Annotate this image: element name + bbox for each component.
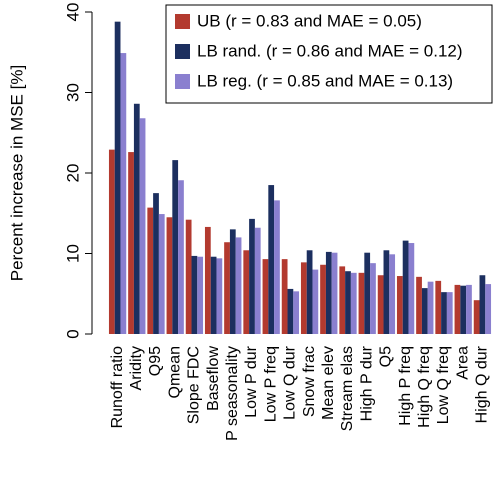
bar [249, 218, 255, 334]
x-tick-label: Low P dur [243, 345, 260, 417]
bar [383, 250, 390, 334]
x-tick-label: Baseflow [205, 346, 222, 411]
bar [460, 285, 467, 334]
bar [416, 276, 422, 334]
x-tick-label: Qmean [166, 346, 183, 398]
bar [479, 275, 486, 334]
bar [331, 252, 338, 334]
bar [408, 243, 415, 334]
x-tick-label: Runoff ratio [109, 346, 126, 429]
x-tick-label: Low P freq [262, 346, 279, 422]
bar [312, 269, 319, 334]
x-tick-label: Stream elas [339, 346, 356, 431]
x-tick-label: Snow frac [301, 346, 318, 417]
bar [191, 255, 198, 334]
legend-label: UB (r = 0.83 and MAE = 0.05) [197, 11, 422, 30]
bar [224, 242, 230, 334]
bar [325, 251, 332, 334]
x-tick-label: High Q dur [474, 345, 491, 423]
x-tick-label: High P dur [358, 345, 375, 421]
legend-label: LB reg. (r = 0.85 and MAE = 0.13) [197, 71, 453, 90]
bar [306, 250, 313, 334]
x-tick-label: P seasonality [224, 346, 241, 441]
bar [166, 217, 173, 334]
bar [133, 103, 140, 335]
bar [485, 284, 492, 334]
bar [345, 271, 351, 334]
x-tick-label: Q5 [378, 346, 395, 367]
bar [350, 272, 357, 334]
legend-swatch [175, 14, 190, 29]
bar [120, 53, 127, 335]
x-tick-label: Aridity [128, 346, 145, 390]
bar [274, 200, 280, 334]
legend-swatch [175, 44, 190, 59]
y-tick-label: 10 [63, 244, 82, 263]
x-tick-label: High Q freq [416, 346, 433, 428]
bar [320, 264, 326, 334]
legend-swatch [175, 74, 190, 89]
bar [300, 262, 307, 334]
legend-box [165, 4, 493, 104]
bar [254, 227, 261, 334]
bar [108, 149, 115, 334]
bar [153, 193, 159, 334]
bar [147, 207, 154, 334]
bar [281, 259, 288, 334]
y-tick-label: 40 [63, 3, 82, 22]
bar [402, 240, 409, 334]
bar [210, 256, 217, 334]
x-tick-label: Low Q freq [435, 346, 452, 424]
bar [235, 237, 242, 334]
bar [262, 259, 269, 334]
bar [396, 276, 403, 334]
bar [293, 291, 300, 334]
bar [446, 292, 453, 334]
bar [421, 288, 428, 334]
bar [427, 281, 434, 334]
bar [441, 292, 447, 334]
bar [377, 275, 384, 334]
x-tick-label: Mean elev [320, 346, 337, 420]
bar [178, 180, 184, 334]
bar [466, 284, 472, 334]
x-tick-label: Q95 [147, 346, 164, 376]
bar [172, 160, 179, 334]
bar [216, 258, 223, 334]
bar [454, 284, 461, 334]
bar [370, 263, 376, 334]
bar [114, 21, 121, 334]
x-tick-label: High P freq [397, 346, 414, 426]
y-tick-label: 20 [63, 164, 82, 183]
bar [287, 288, 294, 334]
x-tick-label: Area [454, 346, 471, 380]
bar [339, 266, 346, 334]
bar [268, 185, 275, 334]
bar [128, 152, 134, 334]
x-tick-label: Slope FDC [186, 346, 203, 424]
x-tick-label: Low Q dur [282, 345, 299, 419]
bar [197, 256, 204, 334]
bar [389, 254, 396, 334]
bar [185, 219, 192, 334]
bar [358, 272, 365, 334]
bar [229, 229, 236, 334]
legend-label: LB rand. (r = 0.86 and MAE = 0.12) [197, 41, 463, 60]
y-axis-label: Percent increase in MSE [%] [7, 65, 26, 281]
bar [473, 300, 480, 334]
bar [243, 250, 250, 334]
bar [364, 252, 371, 334]
bar [158, 214, 165, 334]
y-tick-label: 0 [63, 329, 82, 338]
bar [204, 226, 211, 334]
bar [435, 280, 442, 334]
bar [139, 118, 146, 334]
y-tick-label: 30 [63, 83, 82, 102]
